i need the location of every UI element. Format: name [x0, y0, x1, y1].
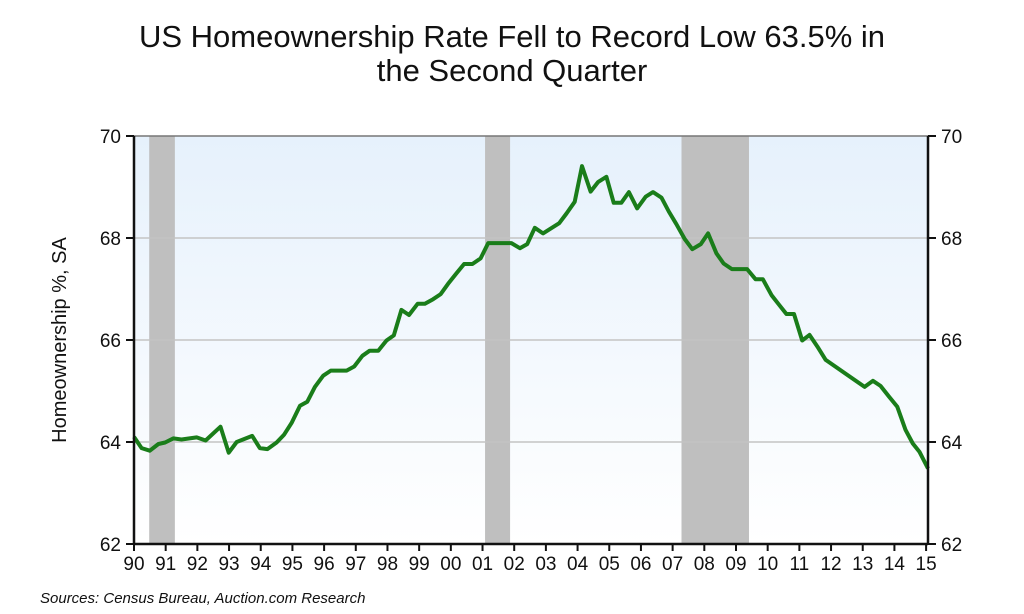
x-tick-label: 98 [377, 554, 398, 575]
x-tick-label: 00 [440, 554, 461, 575]
y-tick-label-right: 62 [941, 535, 962, 556]
source-note: Sources: Census Bureau, Auction.com Rese… [40, 590, 366, 607]
y-axis-right-ticks: 62 64 66 68 70 [928, 127, 963, 556]
y-tick-label-left: 62 [100, 535, 121, 556]
x-tick-label: 11 [789, 554, 809, 575]
homeownership-line [132, 164, 930, 470]
x-tick-label: 01 [472, 554, 493, 575]
x-tick-label: 03 [535, 554, 556, 575]
y-axis-label: Homeownership %, SA [49, 237, 71, 443]
x-tick-label: 97 [345, 554, 366, 575]
x-axis-ticks: 90 91 92 93 94 95 96 97 98 99 00 01 02 03 04 05 06 07 08 09… [123, 544, 937, 575]
y-tick-label-left: 66 [100, 331, 121, 352]
x-tick-label: 91 [155, 554, 176, 575]
x-tick-label: 92 [187, 554, 208, 575]
x-tick-label: 96 [314, 554, 335, 575]
x-tick-label: 09 [725, 554, 746, 575]
x-tick-label: 10 [757, 554, 778, 575]
x-tick-label: 06 [630, 554, 651, 575]
x-tick-label: 05 [599, 554, 620, 575]
x-tick-label: 12 [820, 554, 841, 575]
x-tick-label: 99 [409, 554, 430, 575]
x-tick-label: 15 [916, 554, 937, 575]
y-tick-label-right: 68 [941, 229, 962, 250]
x-tick-label: 02 [504, 554, 525, 575]
y-tick-label-left: 64 [100, 433, 122, 454]
y-tick-label-right: 70 [941, 127, 962, 148]
x-tick-label: 95 [282, 554, 303, 575]
chart-title-line-2: the Second Quarter [376, 53, 648, 88]
y-axis-left-ticks: 62 64 66 68 70 [100, 127, 134, 556]
x-tick-label: 90 [123, 554, 144, 575]
x-tick-label: 93 [218, 554, 239, 575]
y-tick-label-right: 66 [941, 331, 962, 352]
y-tick-label-left: 68 [100, 229, 121, 250]
x-tick-label: 14 [884, 554, 906, 575]
x-tick-label: 94 [250, 554, 272, 575]
chart-title: US Homeownership Rate Fell to Record Low… [0, 20, 1024, 88]
x-tick-label: 04 [567, 554, 589, 575]
x-tick-label: 08 [694, 554, 715, 575]
y-tick-label-left: 70 [100, 127, 121, 148]
x-tick-label: 13 [852, 554, 873, 575]
y-tick-label-right: 64 [941, 433, 963, 454]
chart-title-line-1: US Homeownership Rate Fell to Record Low… [138, 19, 886, 54]
x-tick-label: 07 [662, 554, 683, 575]
